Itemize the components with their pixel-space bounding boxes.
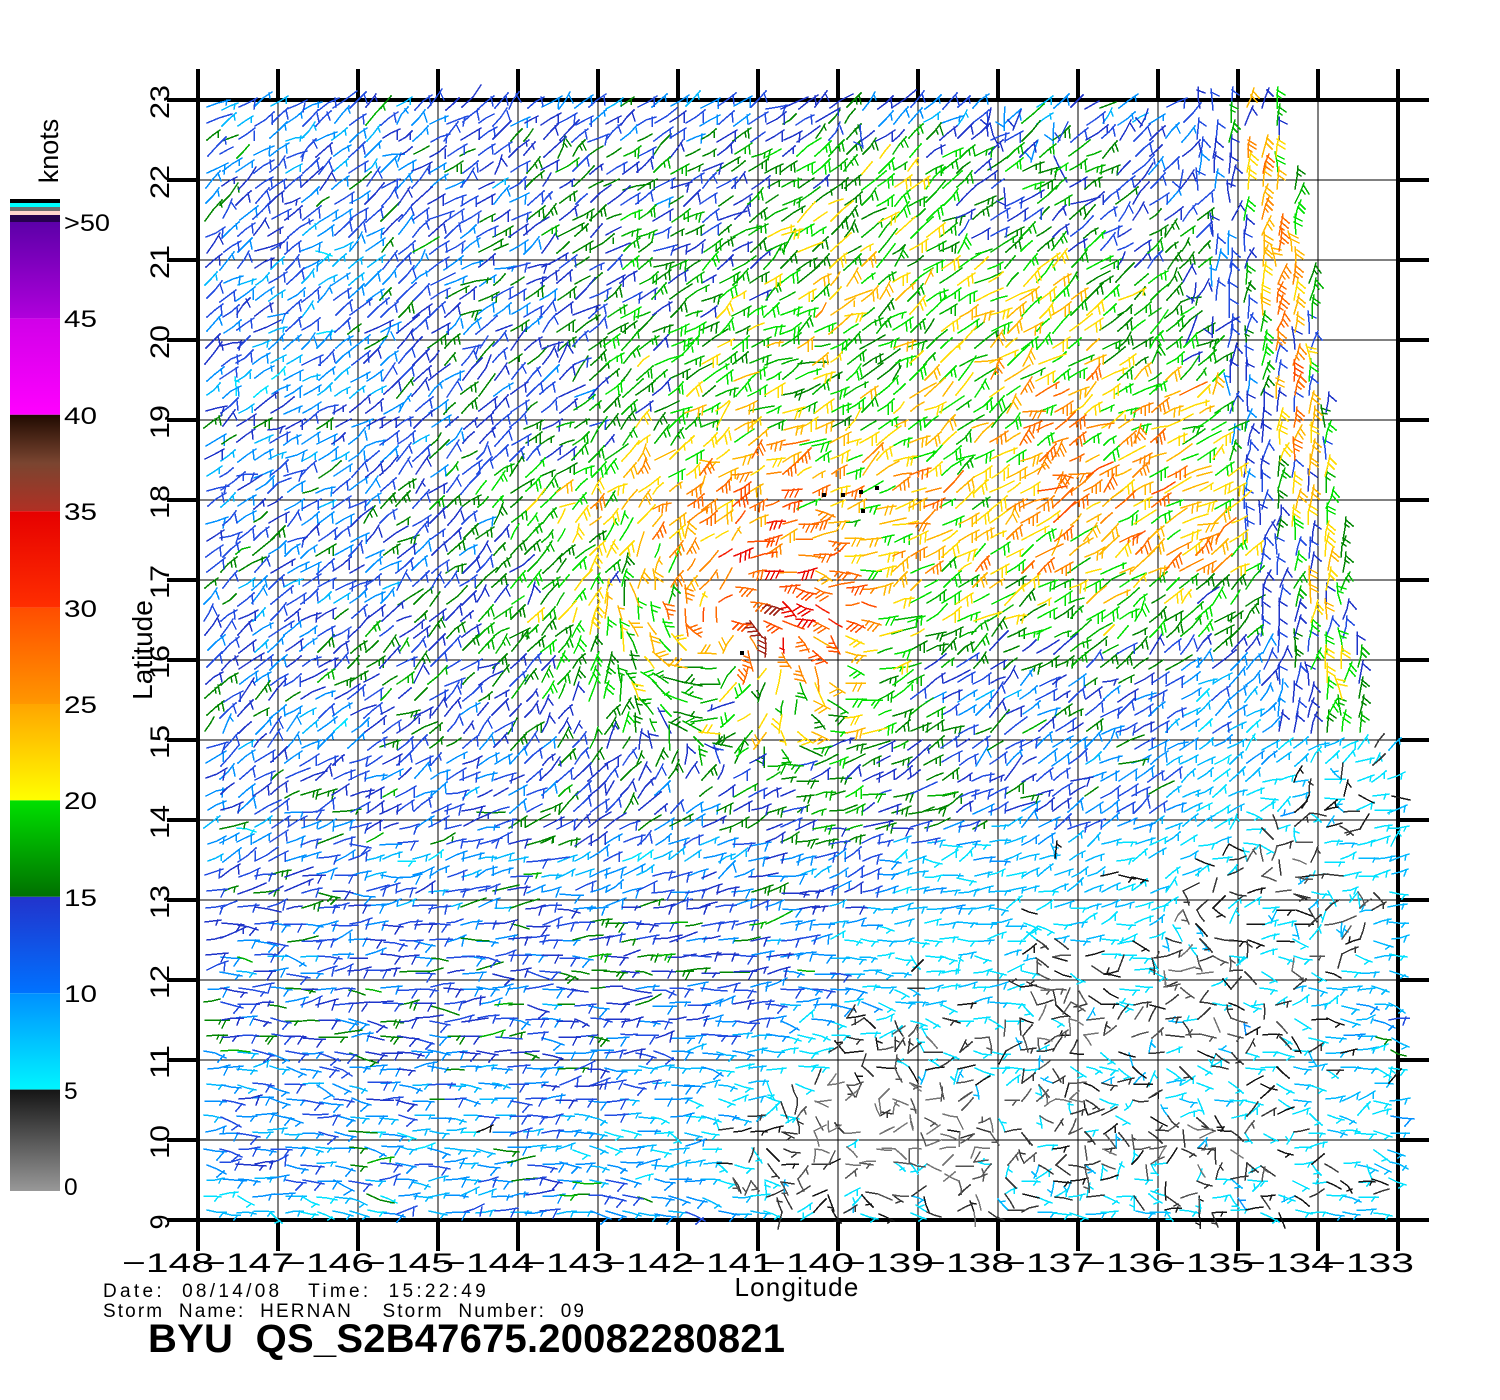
- svg-text:−138: −138: [922, 1248, 1014, 1278]
- svg-text:>50: >50: [64, 210, 110, 237]
- svg-text:45: 45: [64, 306, 97, 333]
- svg-text:17: 17: [145, 565, 175, 599]
- svg-text:19: 19: [145, 405, 175, 439]
- svg-text:0: 0: [64, 1174, 78, 1201]
- svg-text:10: 10: [145, 1125, 175, 1159]
- svg-text:5: 5: [64, 1078, 78, 1105]
- svg-text:−135: −135: [1162, 1248, 1254, 1278]
- svg-text:−141: −141: [682, 1248, 774, 1278]
- svg-text:BYU QS_S2B47675.20082280821: BYU QS_S2B47675.20082280821: [148, 1317, 785, 1361]
- svg-text:23: 23: [145, 85, 175, 119]
- svg-text:−134: −134: [1242, 1248, 1334, 1278]
- svg-text:Storm Name: HERNAN Storm: Storm Name: HERNAN Storm Number: 09: [103, 1301, 586, 1322]
- svg-text:16: 16: [145, 645, 175, 679]
- svg-text:14: 14: [145, 805, 175, 839]
- svg-text:−148: −148: [122, 1248, 214, 1278]
- svg-text:20: 20: [64, 788, 97, 815]
- svg-text:−136: −136: [1082, 1248, 1174, 1278]
- svg-text:knots: knots: [34, 119, 64, 184]
- svg-text:−145: −145: [362, 1248, 454, 1278]
- svg-text:21: 21: [145, 245, 175, 279]
- svg-text:12: 12: [145, 965, 175, 999]
- svg-text:−140: −140: [762, 1248, 854, 1278]
- svg-text:20: 20: [145, 325, 175, 359]
- svg-text:Longitude: Longitude: [734, 1272, 859, 1302]
- svg-text:−137: −137: [1002, 1248, 1094, 1278]
- svg-text:−133: −133: [1322, 1248, 1414, 1278]
- svg-text:−143: −143: [522, 1248, 614, 1278]
- svg-text:11: 11: [145, 1045, 175, 1079]
- svg-text:35: 35: [64, 499, 97, 526]
- svg-text:15: 15: [145, 725, 175, 759]
- svg-text:10: 10: [64, 981, 97, 1008]
- svg-text:−144: −144: [442, 1248, 534, 1278]
- svg-text:40: 40: [64, 403, 97, 430]
- svg-text:9: 9: [145, 1214, 175, 1229]
- svg-text:25: 25: [64, 692, 97, 719]
- svg-text:30: 30: [64, 596, 97, 623]
- svg-text:13: 13: [145, 885, 175, 919]
- svg-text:−139: −139: [842, 1248, 934, 1278]
- svg-text:15: 15: [64, 885, 97, 912]
- svg-text:−142: −142: [602, 1248, 694, 1278]
- svg-text:22: 22: [145, 165, 175, 199]
- svg-text:−147: −147: [202, 1248, 294, 1278]
- svg-text:Latitude: Latitude: [127, 600, 158, 700]
- svg-text:−146: −146: [282, 1248, 374, 1278]
- svg-text:18: 18: [145, 485, 175, 519]
- svg-text:Date: 08/14/08 Time: 15:22: Date: 08/14/08 Time: 15:22:49: [103, 1281, 489, 1302]
